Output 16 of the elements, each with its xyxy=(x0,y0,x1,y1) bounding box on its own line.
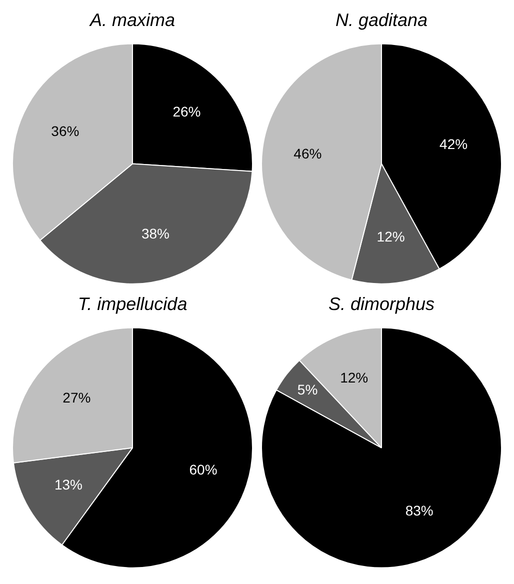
chart-title: T. impellucida xyxy=(78,294,188,314)
data-label: 60% xyxy=(189,462,218,478)
data-label: 27% xyxy=(62,389,91,406)
data-label: 36% xyxy=(51,122,80,139)
data-label: 83% xyxy=(405,502,434,519)
chart-title: A. maxima xyxy=(88,10,176,30)
data-label: 46% xyxy=(294,145,322,162)
data-label: 12% xyxy=(340,369,368,386)
chart-title: N. gaditana xyxy=(335,10,428,30)
data-label: 38% xyxy=(141,225,170,242)
data-label: 42% xyxy=(440,136,468,152)
chart-title: S. dimorphus xyxy=(328,294,435,314)
data-label: 13% xyxy=(54,476,82,493)
data-label: 26% xyxy=(172,104,201,120)
data-label: 12% xyxy=(376,228,405,244)
data-label: 5% xyxy=(297,381,318,398)
